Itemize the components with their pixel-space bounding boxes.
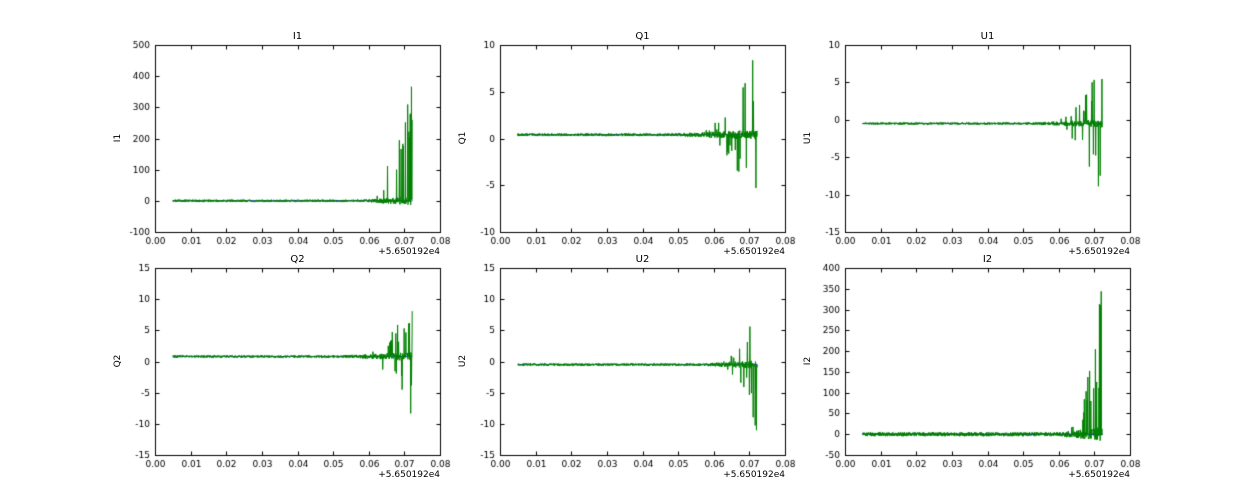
subplot-title: Q1 — [635, 31, 650, 42]
plot-canvas-u2 — [455, 255, 800, 500]
x-axis-offset-label: +5.650192e4 — [378, 470, 440, 480]
plot-canvas-i2 — [800, 255, 1145, 500]
plot-canvas-i1 — [110, 32, 455, 277]
x-axis-offset-label: +5.650192e4 — [378, 247, 440, 257]
y-axis-label: Q1 — [458, 131, 468, 145]
subplot-title: U1 — [980, 31, 995, 42]
x-axis-offset-label: +5.650192e4 — [1068, 470, 1130, 480]
subplot-title: U2 — [635, 254, 650, 265]
subplot-u1: U1 U1 +5.650192e4 — [800, 31, 1145, 277]
plot-canvas-u1 — [800, 32, 1145, 277]
y-axis-label: I1 — [113, 133, 123, 143]
subplot-q2: Q2 Q2 +5.650192e4 — [110, 254, 455, 500]
subplot-title: I2 — [982, 254, 993, 265]
subplot-title: I1 — [292, 31, 303, 42]
y-axis-label: U1 — [803, 131, 813, 145]
subplot-u2: U2 U2 +5.650192e4 — [455, 254, 800, 500]
x-axis-offset-label: +5.650192e4 — [723, 247, 785, 257]
plot-canvas-q2 — [110, 255, 455, 500]
subplot-i2: I2 I2 +5.650192e4 — [800, 254, 1145, 500]
subplot-i1: I1 I1 +5.650192e4 — [110, 31, 455, 277]
y-axis-label: U2 — [458, 354, 468, 368]
y-axis-label: Q2 — [113, 354, 123, 368]
y-axis-label: I2 — [803, 356, 813, 366]
x-axis-offset-label: +5.650192e4 — [1068, 247, 1130, 257]
plot-canvas-q1 — [455, 32, 800, 277]
x-axis-offset-label: +5.650192e4 — [723, 470, 785, 480]
subplot-q1: Q1 Q1 +5.650192e4 — [455, 31, 800, 277]
subplot-title: Q2 — [290, 254, 305, 265]
